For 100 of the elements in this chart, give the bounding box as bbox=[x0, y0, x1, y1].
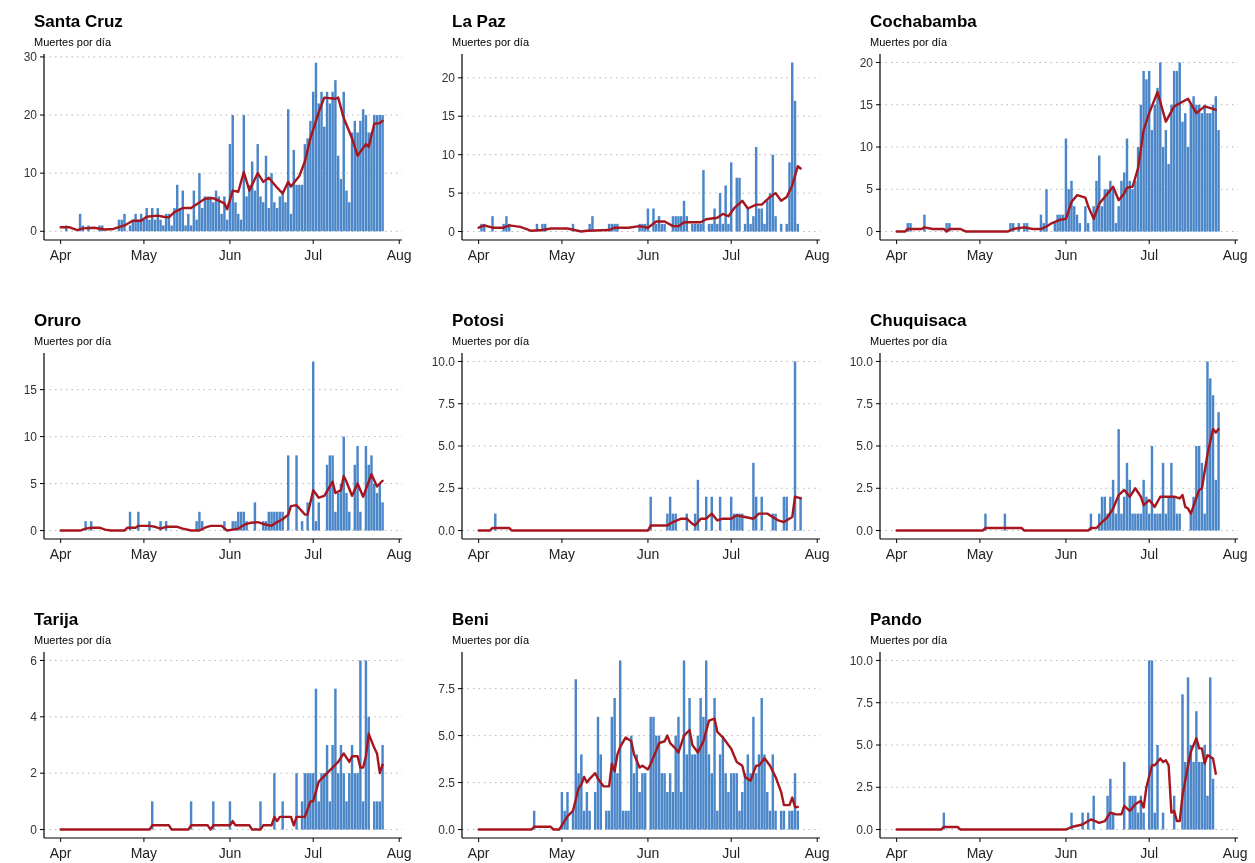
y-tick-label: 2 bbox=[30, 766, 38, 781]
bar bbox=[1206, 361, 1209, 531]
bar bbox=[334, 688, 337, 830]
chart-subtitle: Muertes por día bbox=[870, 36, 948, 48]
x-tick-label: Jul bbox=[1140, 845, 1159, 861]
x-tick-label: Jul bbox=[1140, 546, 1159, 562]
y-tick-label: 2.5 bbox=[438, 481, 456, 496]
bar bbox=[613, 698, 616, 830]
x-tick-label: Apr bbox=[467, 845, 490, 861]
y-tick-label: 2.5 bbox=[438, 775, 456, 790]
bar bbox=[1156, 745, 1159, 830]
y-tick-label: 5 bbox=[866, 182, 874, 197]
x-tick-label: Jul bbox=[1140, 247, 1159, 263]
x-tick-label: Aug bbox=[804, 546, 830, 562]
bar bbox=[295, 773, 298, 830]
chart-subtitle: Muertes por día bbox=[34, 335, 112, 347]
x-tick-label: Apr bbox=[885, 845, 908, 861]
y-tick-label: 0.0 bbox=[438, 523, 456, 538]
line-series bbox=[477, 717, 799, 831]
bar bbox=[688, 698, 691, 830]
bar bbox=[752, 716, 755, 830]
chart-title: Tarija bbox=[34, 610, 79, 629]
y-tick-label: 0 bbox=[448, 224, 456, 239]
x-tick-label: Apr bbox=[49, 546, 72, 562]
y-tick-label: 5.0 bbox=[856, 439, 874, 454]
x-tick-label: May bbox=[966, 845, 994, 861]
bar bbox=[270, 173, 273, 232]
y-tick-label: 10.0 bbox=[849, 653, 874, 668]
bar bbox=[1109, 180, 1112, 232]
bar bbox=[752, 462, 755, 531]
x-tick-label: May bbox=[130, 546, 158, 562]
chart-title: Potosi bbox=[452, 311, 504, 330]
bar bbox=[370, 455, 373, 531]
x-tick-label: Jun bbox=[636, 247, 660, 263]
x-tick-label: Apr bbox=[885, 247, 908, 263]
bar bbox=[1192, 96, 1195, 232]
line-series bbox=[895, 90, 1217, 233]
y-tick-label: 10 bbox=[859, 140, 874, 155]
x-tick-label: May bbox=[130, 845, 158, 861]
x-tick-label: Apr bbox=[49, 845, 72, 861]
y-tick-label: 5 bbox=[30, 476, 38, 491]
line-series bbox=[59, 96, 384, 232]
bar bbox=[760, 496, 763, 531]
x-tick-label: Jun bbox=[218, 845, 242, 861]
x-tick-label: Jun bbox=[636, 546, 660, 562]
bar bbox=[1117, 429, 1120, 531]
line-series bbox=[59, 732, 384, 831]
bar bbox=[187, 213, 190, 232]
chart-title: Beni bbox=[452, 610, 489, 629]
bar bbox=[1109, 778, 1112, 830]
x-tick-label: Apr bbox=[885, 546, 908, 562]
line-series bbox=[59, 472, 384, 532]
y-tick-label: 10 bbox=[23, 429, 38, 444]
x-tick-label: Jul bbox=[722, 247, 741, 263]
x-tick-label: Jun bbox=[1054, 845, 1078, 861]
x-tick-label: Jul bbox=[304, 845, 323, 861]
bar bbox=[256, 144, 259, 232]
bar bbox=[713, 208, 716, 232]
bar bbox=[1159, 62, 1162, 232]
y-tick-label: 5.0 bbox=[856, 738, 874, 753]
bar bbox=[566, 791, 569, 830]
chart-title: Oruro bbox=[34, 311, 82, 330]
y-tick-label: 0 bbox=[866, 224, 874, 239]
x-tick-label: May bbox=[548, 247, 576, 263]
y-tick-label: 5.0 bbox=[438, 439, 456, 454]
y-tick-label: 4 bbox=[30, 710, 38, 725]
y-tick-label: 10 bbox=[441, 147, 456, 162]
bar bbox=[381, 745, 384, 830]
y-tick-label: 15 bbox=[441, 109, 456, 124]
y-tick-label: 5 bbox=[448, 186, 456, 201]
x-tick-label: Aug bbox=[804, 845, 830, 861]
bar bbox=[342, 436, 345, 531]
bar bbox=[273, 773, 276, 830]
x-tick-label: May bbox=[966, 247, 994, 263]
x-tick-label: Jun bbox=[1054, 546, 1078, 562]
y-tick-label: 15 bbox=[859, 97, 874, 112]
y-tick-label: 10.0 bbox=[849, 354, 874, 369]
y-tick-label: 0 bbox=[30, 523, 38, 538]
bar bbox=[1170, 462, 1173, 531]
y-tick-label: 10.0 bbox=[431, 354, 456, 369]
y-tick-label: 7.5 bbox=[856, 396, 874, 411]
bar bbox=[702, 170, 705, 232]
y-tick-label: 6 bbox=[30, 653, 38, 668]
bar bbox=[1084, 206, 1087, 232]
chart-subtitle: Muertes por día bbox=[452, 36, 530, 48]
y-tick-label: 0 bbox=[30, 822, 38, 837]
y-tick-label: 7.5 bbox=[438, 681, 456, 696]
x-tick-label: Apr bbox=[49, 247, 72, 263]
bar bbox=[1217, 412, 1220, 531]
y-tick-label: 2.5 bbox=[856, 481, 874, 496]
x-tick-label: Jul bbox=[304, 247, 323, 263]
y-tick-label: 20 bbox=[23, 108, 38, 123]
chart-subtitle: Muertes por día bbox=[452, 335, 530, 347]
bar bbox=[198, 173, 201, 232]
bar bbox=[1142, 70, 1145, 232]
bar bbox=[334, 80, 337, 232]
x-tick-label: Jun bbox=[636, 845, 660, 861]
bar bbox=[799, 496, 802, 531]
x-tick-label: Apr bbox=[467, 247, 490, 263]
bar bbox=[677, 716, 680, 830]
